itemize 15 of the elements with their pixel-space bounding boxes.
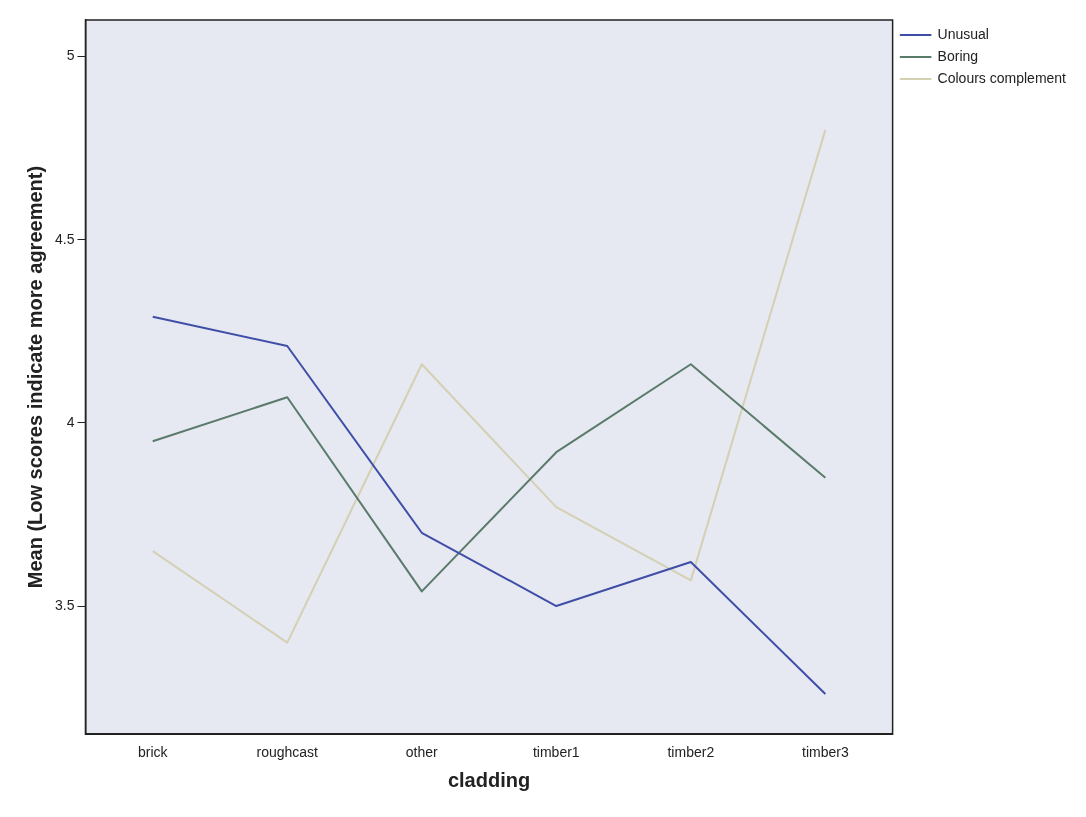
y-tick-label: 4: [66, 413, 75, 430]
y-tick-label: 5: [66, 47, 75, 64]
x-tick-label: timber1: [532, 744, 580, 761]
y-tick-label: 3.5: [54, 596, 75, 613]
x-tick-label: roughcast: [256, 744, 319, 761]
x-tick-label: timber2: [667, 744, 715, 761]
y-axis-title: Mean (Low scores indicate more agreement): [23, 165, 46, 589]
legend-label: Unusual: [937, 25, 989, 42]
x-tick-label: brick: [137, 744, 169, 761]
x-tick-label: other: [405, 744, 439, 761]
legend-label: Boring: [937, 47, 979, 64]
y-tick-label: 4.5: [54, 230, 75, 247]
legend-label: Colours complement: [937, 69, 1067, 86]
x-axis-title: cladding: [447, 768, 531, 791]
x-tick-label: timber3: [802, 744, 849, 761]
